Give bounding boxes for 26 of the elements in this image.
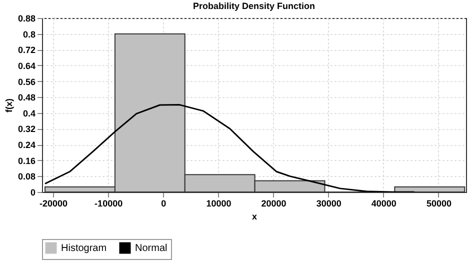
x-tick-label: 40000 [371, 198, 396, 208]
y-tick-label: 0.72 [18, 45, 36, 56]
legend-label: Histogram [61, 243, 107, 254]
y-tick-label: 0.88 [18, 14, 36, 24]
y-tick-label: 0.56 [18, 76, 36, 87]
x-tick-label: 50000 [426, 198, 452, 208]
y-tick-label: 0.08 [18, 172, 36, 182]
y-tick-label: 0.32 [18, 124, 36, 134]
x-tick-label: -10000 [94, 198, 123, 208]
y-tick-label: 0.48 [18, 92, 36, 103]
line-series [44, 104, 415, 192]
x-tick-label: 30000 [316, 198, 342, 208]
y-tick-label: 0.16 [18, 156, 36, 166]
x-tick-label: 20000 [261, 198, 286, 208]
x-tick-label: -20000 [39, 198, 68, 208]
y-axis-title: f(x) [4, 98, 14, 112]
x-axis-title: x [252, 212, 258, 222]
y-tick-label: 0.8 [22, 29, 36, 40]
y-tick-label: 0.24 [18, 140, 36, 150]
chart-title: Probability Density Function [192, 1, 316, 11]
legend-label: Normal [135, 243, 168, 254]
x-tick-label: 10000 [206, 198, 232, 208]
y-tick-label: 0.4 [22, 108, 36, 118]
y-tick-label: 0 [30, 188, 36, 198]
x-tick-label: 0 [161, 198, 166, 208]
y-tick-label: 0.64 [18, 60, 36, 71]
